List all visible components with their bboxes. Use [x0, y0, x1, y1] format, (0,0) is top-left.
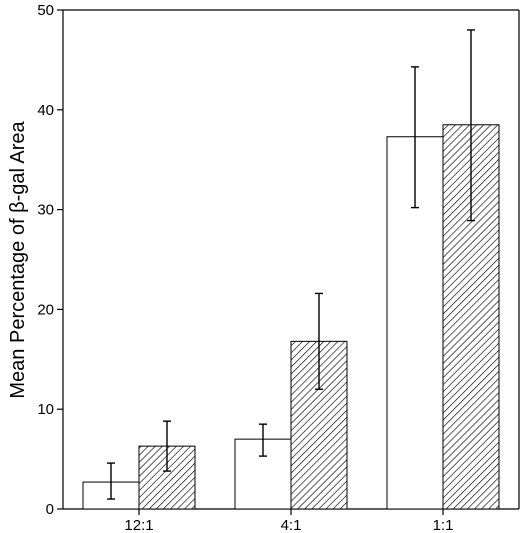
y-tick-label: 20 [37, 301, 54, 318]
x-tick-label: 4:1 [281, 517, 302, 533]
y-tick-label: 10 [37, 401, 54, 418]
y-axis-title: Mean Percentage of β-gal Area [7, 121, 29, 399]
y-tick-label: 30 [37, 202, 54, 219]
y-tick-label: 0 [46, 501, 54, 518]
x-tick-label: 12:1 [124, 517, 153, 533]
x-tick-label: 1:1 [433, 517, 454, 533]
y-tick-label: 40 [37, 102, 54, 119]
y-tick-label: 50 [37, 2, 54, 19]
